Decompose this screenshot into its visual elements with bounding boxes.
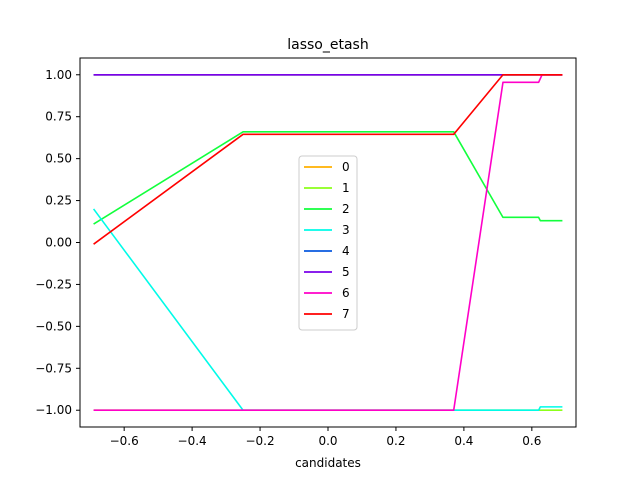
- y-tick-label: −1.00: [35, 403, 72, 417]
- legend-label-3: 3: [342, 223, 350, 237]
- legend-label-0: 0: [342, 160, 350, 174]
- legend-label-5: 5: [342, 265, 350, 279]
- series-line-7: [93, 73, 563, 245]
- y-tick-label: 0.00: [45, 236, 72, 250]
- y-tick-label: −0.25: [35, 277, 72, 291]
- series-line-2: [93, 131, 563, 225]
- y-tick-label: 1.00: [45, 68, 72, 82]
- x-tick-label: −0.6: [110, 434, 139, 448]
- legend: 0 1 2 3 4 5 6 7: [298, 155, 358, 331]
- x-tick-label: −0.2: [245, 434, 274, 448]
- x-axis-label: candidates: [295, 456, 361, 470]
- chart-title: lasso_etash: [287, 37, 368, 53]
- legend-label-4: 4: [342, 244, 350, 258]
- y-tick-label: 0.75: [45, 110, 72, 124]
- x-axis: −0.6 −0.4 −0.2 0.0 0.2 0.4 0.6: [110, 427, 541, 448]
- x-tick-label: 0.0: [318, 434, 337, 448]
- x-tick-label: 0.2: [386, 434, 405, 448]
- legend-label-2: 2: [342, 202, 350, 216]
- x-tick-label: 0.4: [454, 434, 473, 448]
- series-line-3: [92, 208, 563, 412]
- y-tick-label: −0.50: [35, 319, 72, 333]
- x-tick-label: −0.4: [178, 434, 207, 448]
- legend-label-6: 6: [342, 286, 350, 300]
- legend-label-1: 1: [342, 181, 350, 195]
- y-tick-label: 0.50: [45, 152, 72, 166]
- y-axis: −1.00 −0.75 −0.50 −0.25 0.00 0.25 0.50 0.75 1.00: [35, 68, 80, 417]
- x-tick-label: 0.6: [522, 434, 541, 448]
- y-tick-label: 0.25: [45, 194, 72, 208]
- y-tick-label: −0.75: [35, 361, 72, 375]
- legend-box: [298, 155, 358, 331]
- series-layer: [92, 73, 563, 412]
- legend-label-7: 7: [342, 307, 350, 321]
